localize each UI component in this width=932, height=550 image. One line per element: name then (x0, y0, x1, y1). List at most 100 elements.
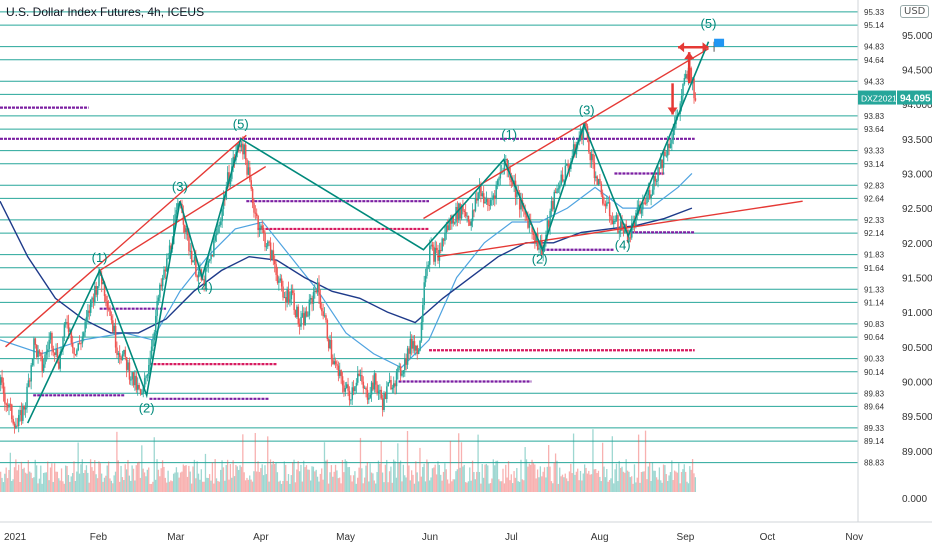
volume-bar (676, 472, 679, 492)
currency-selector[interactable]: USD (900, 5, 930, 18)
candle-body (484, 201, 486, 204)
volume-bar (200, 469, 202, 492)
candle-body (303, 313, 305, 326)
volume-bar (534, 464, 536, 492)
candle-body (642, 202, 644, 210)
volume-bar (585, 467, 587, 492)
volume-bar (644, 430, 647, 492)
candle-body (327, 339, 330, 349)
candle-body (542, 249, 544, 256)
candle-body (592, 154, 594, 163)
candle-body (388, 380, 391, 383)
candle-body (473, 210, 475, 212)
candle-body (488, 204, 491, 206)
volume-bar (402, 464, 405, 492)
ma-slow-line (0, 200, 693, 334)
volume-bar (651, 462, 654, 492)
candle-body (127, 362, 129, 370)
candle-body (260, 225, 262, 230)
candle-body (636, 207, 639, 213)
volume-bar (673, 470, 676, 492)
volume-bar (53, 463, 56, 492)
volume-bar (474, 479, 476, 492)
volume-bar (485, 463, 488, 492)
candle-body (413, 341, 416, 351)
candle-body (315, 290, 318, 293)
volume-bar (228, 479, 230, 492)
volume-bar (545, 477, 547, 492)
volume-bar (650, 480, 652, 492)
price-axis[interactable]: 95.3395.1494.8394.6494.3394.1493.8393.64… (857, 0, 932, 550)
candle-body (423, 282, 425, 306)
candle-body (607, 202, 610, 204)
volume-bar (532, 463, 535, 492)
volume-bar (632, 483, 634, 492)
volume-bar (164, 477, 166, 492)
volume-bar (254, 432, 256, 492)
volume-bar (624, 472, 626, 492)
volume-bar (303, 460, 305, 492)
candle-body (615, 215, 618, 221)
candle-body (646, 195, 648, 204)
volume-bar (184, 465, 186, 492)
candle-body (595, 176, 597, 179)
volume-bar (636, 477, 638, 492)
candle-body (242, 143, 244, 155)
volume-bar (106, 465, 108, 492)
arrow-head (684, 52, 695, 60)
volume-bar (682, 469, 684, 492)
volume-bar (60, 468, 63, 492)
volume-bar (660, 480, 662, 492)
candle-body (628, 237, 630, 243)
candle-body (210, 254, 212, 260)
volume-bar (512, 483, 514, 492)
volume-bar (341, 459, 344, 492)
volume-bar (128, 475, 130, 492)
volume-bar (362, 483, 364, 492)
candle-body (114, 325, 117, 348)
volume-bar (20, 461, 23, 492)
candle-body (42, 364, 45, 372)
candle-body (5, 403, 8, 405)
candle-body (391, 387, 394, 390)
candle-body (146, 374, 149, 377)
candle-body (668, 143, 670, 149)
candle-body (154, 315, 157, 333)
candle-body (8, 404, 10, 408)
candle-body (444, 233, 446, 241)
candle-body (283, 297, 286, 299)
elliott-wave-label: (5) (233, 116, 249, 131)
volume-bar (440, 474, 442, 492)
volume-bar (249, 475, 251, 492)
annotation-arrows (667, 38, 725, 115)
volume-bar (422, 467, 424, 492)
volume-bar (322, 479, 324, 492)
candle-body (625, 224, 628, 230)
candle-body (593, 162, 596, 179)
level-label: 88.83 (864, 459, 885, 468)
volume-bar (178, 477, 180, 492)
candle-body (693, 78, 695, 99)
candle-body (393, 383, 395, 388)
volume-bar (588, 470, 590, 492)
candle-body (532, 232, 535, 236)
candle-body (673, 124, 676, 130)
candle-body (621, 221, 623, 231)
candle-body (232, 156, 234, 167)
candle-body (682, 84, 684, 96)
volume-bar (334, 464, 337, 492)
candle-body (411, 338, 413, 349)
y-tick-label: 92.000 (902, 239, 932, 250)
time-axis[interactable]: 2021 Feb Mar Apr May Jun Jul Aug Sep Oct Nov (0, 521, 932, 550)
volume-bar (523, 480, 525, 492)
volume-bar (398, 462, 400, 492)
candle-body (485, 199, 488, 202)
volume-bar (494, 465, 496, 492)
candle-body (253, 203, 255, 213)
volume-bar (206, 477, 208, 492)
candle-body (496, 180, 499, 186)
volume-bar (488, 483, 490, 492)
volume-bar (693, 473, 695, 492)
volume-bar (541, 476, 543, 492)
